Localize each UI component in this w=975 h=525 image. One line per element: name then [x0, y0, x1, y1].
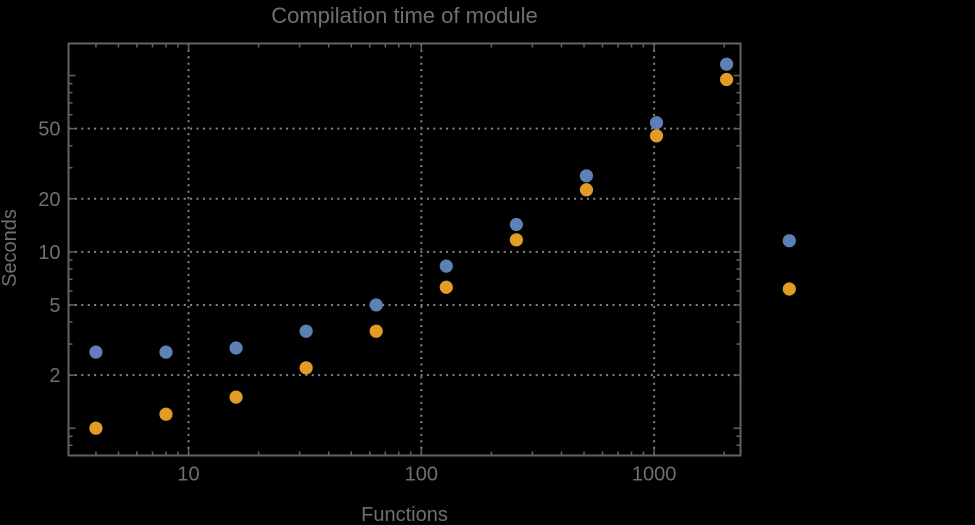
y-tick-label: 10 [38, 242, 60, 264]
data-point-series-1-blue [649, 116, 664, 130]
legend [782, 234, 796, 296]
data-point-series-2-orange [439, 280, 453, 294]
y-tick-label: 50 [38, 119, 60, 141]
chart-title: Compilation time of module [271, 3, 538, 28]
data-point-series-2-orange [509, 233, 523, 247]
y-axis-label: Seconds [0, 209, 21, 287]
data-point-series-2-orange [229, 390, 243, 404]
y-tick-label: 20 [38, 189, 60, 211]
x-tick-label: 1000 [632, 464, 677, 486]
data-point-series-1-blue [509, 217, 523, 232]
x-tick-label: 10 [177, 464, 199, 486]
data-point-series-2-orange [159, 407, 173, 421]
data-point-series-1-blue [89, 345, 103, 359]
y-tick-label: 2 [49, 365, 60, 387]
data-point-series-2-orange [299, 361, 313, 375]
axis-ticks [68, 43, 741, 457]
x-tick-label: 100 [405, 464, 438, 486]
y-tick-label: 5 [49, 295, 60, 317]
data-point-series-2-orange [369, 324, 383, 338]
gridlines [68, 43, 741, 456]
data-point-series-1-blue [579, 169, 594, 183]
data-point-series-1-blue [159, 345, 173, 359]
legend-marker-2 [782, 282, 796, 296]
data-point-series-2-orange [89, 421, 103, 435]
data-point-series-2-orange [579, 183, 594, 197]
data-point-series-1-blue [719, 57, 734, 71]
data-point-series-1-blue [369, 298, 383, 312]
x-axis-label: Functions [361, 504, 448, 525]
frame-rect [67, 42, 742, 457]
data-point-series-1-blue [299, 324, 313, 338]
data-point-series-1-blue [439, 259, 453, 273]
data-point-series-2-orange [649, 129, 664, 143]
data-points [89, 57, 734, 435]
tick-labels: 10 100 1000 2 5 10 20 50 [38, 119, 676, 486]
plot-frame [67, 42, 742, 457]
data-point-series-1-blue [229, 341, 243, 355]
data-point-series-2-orange [719, 72, 734, 87]
legend-marker-1 [782, 234, 796, 248]
